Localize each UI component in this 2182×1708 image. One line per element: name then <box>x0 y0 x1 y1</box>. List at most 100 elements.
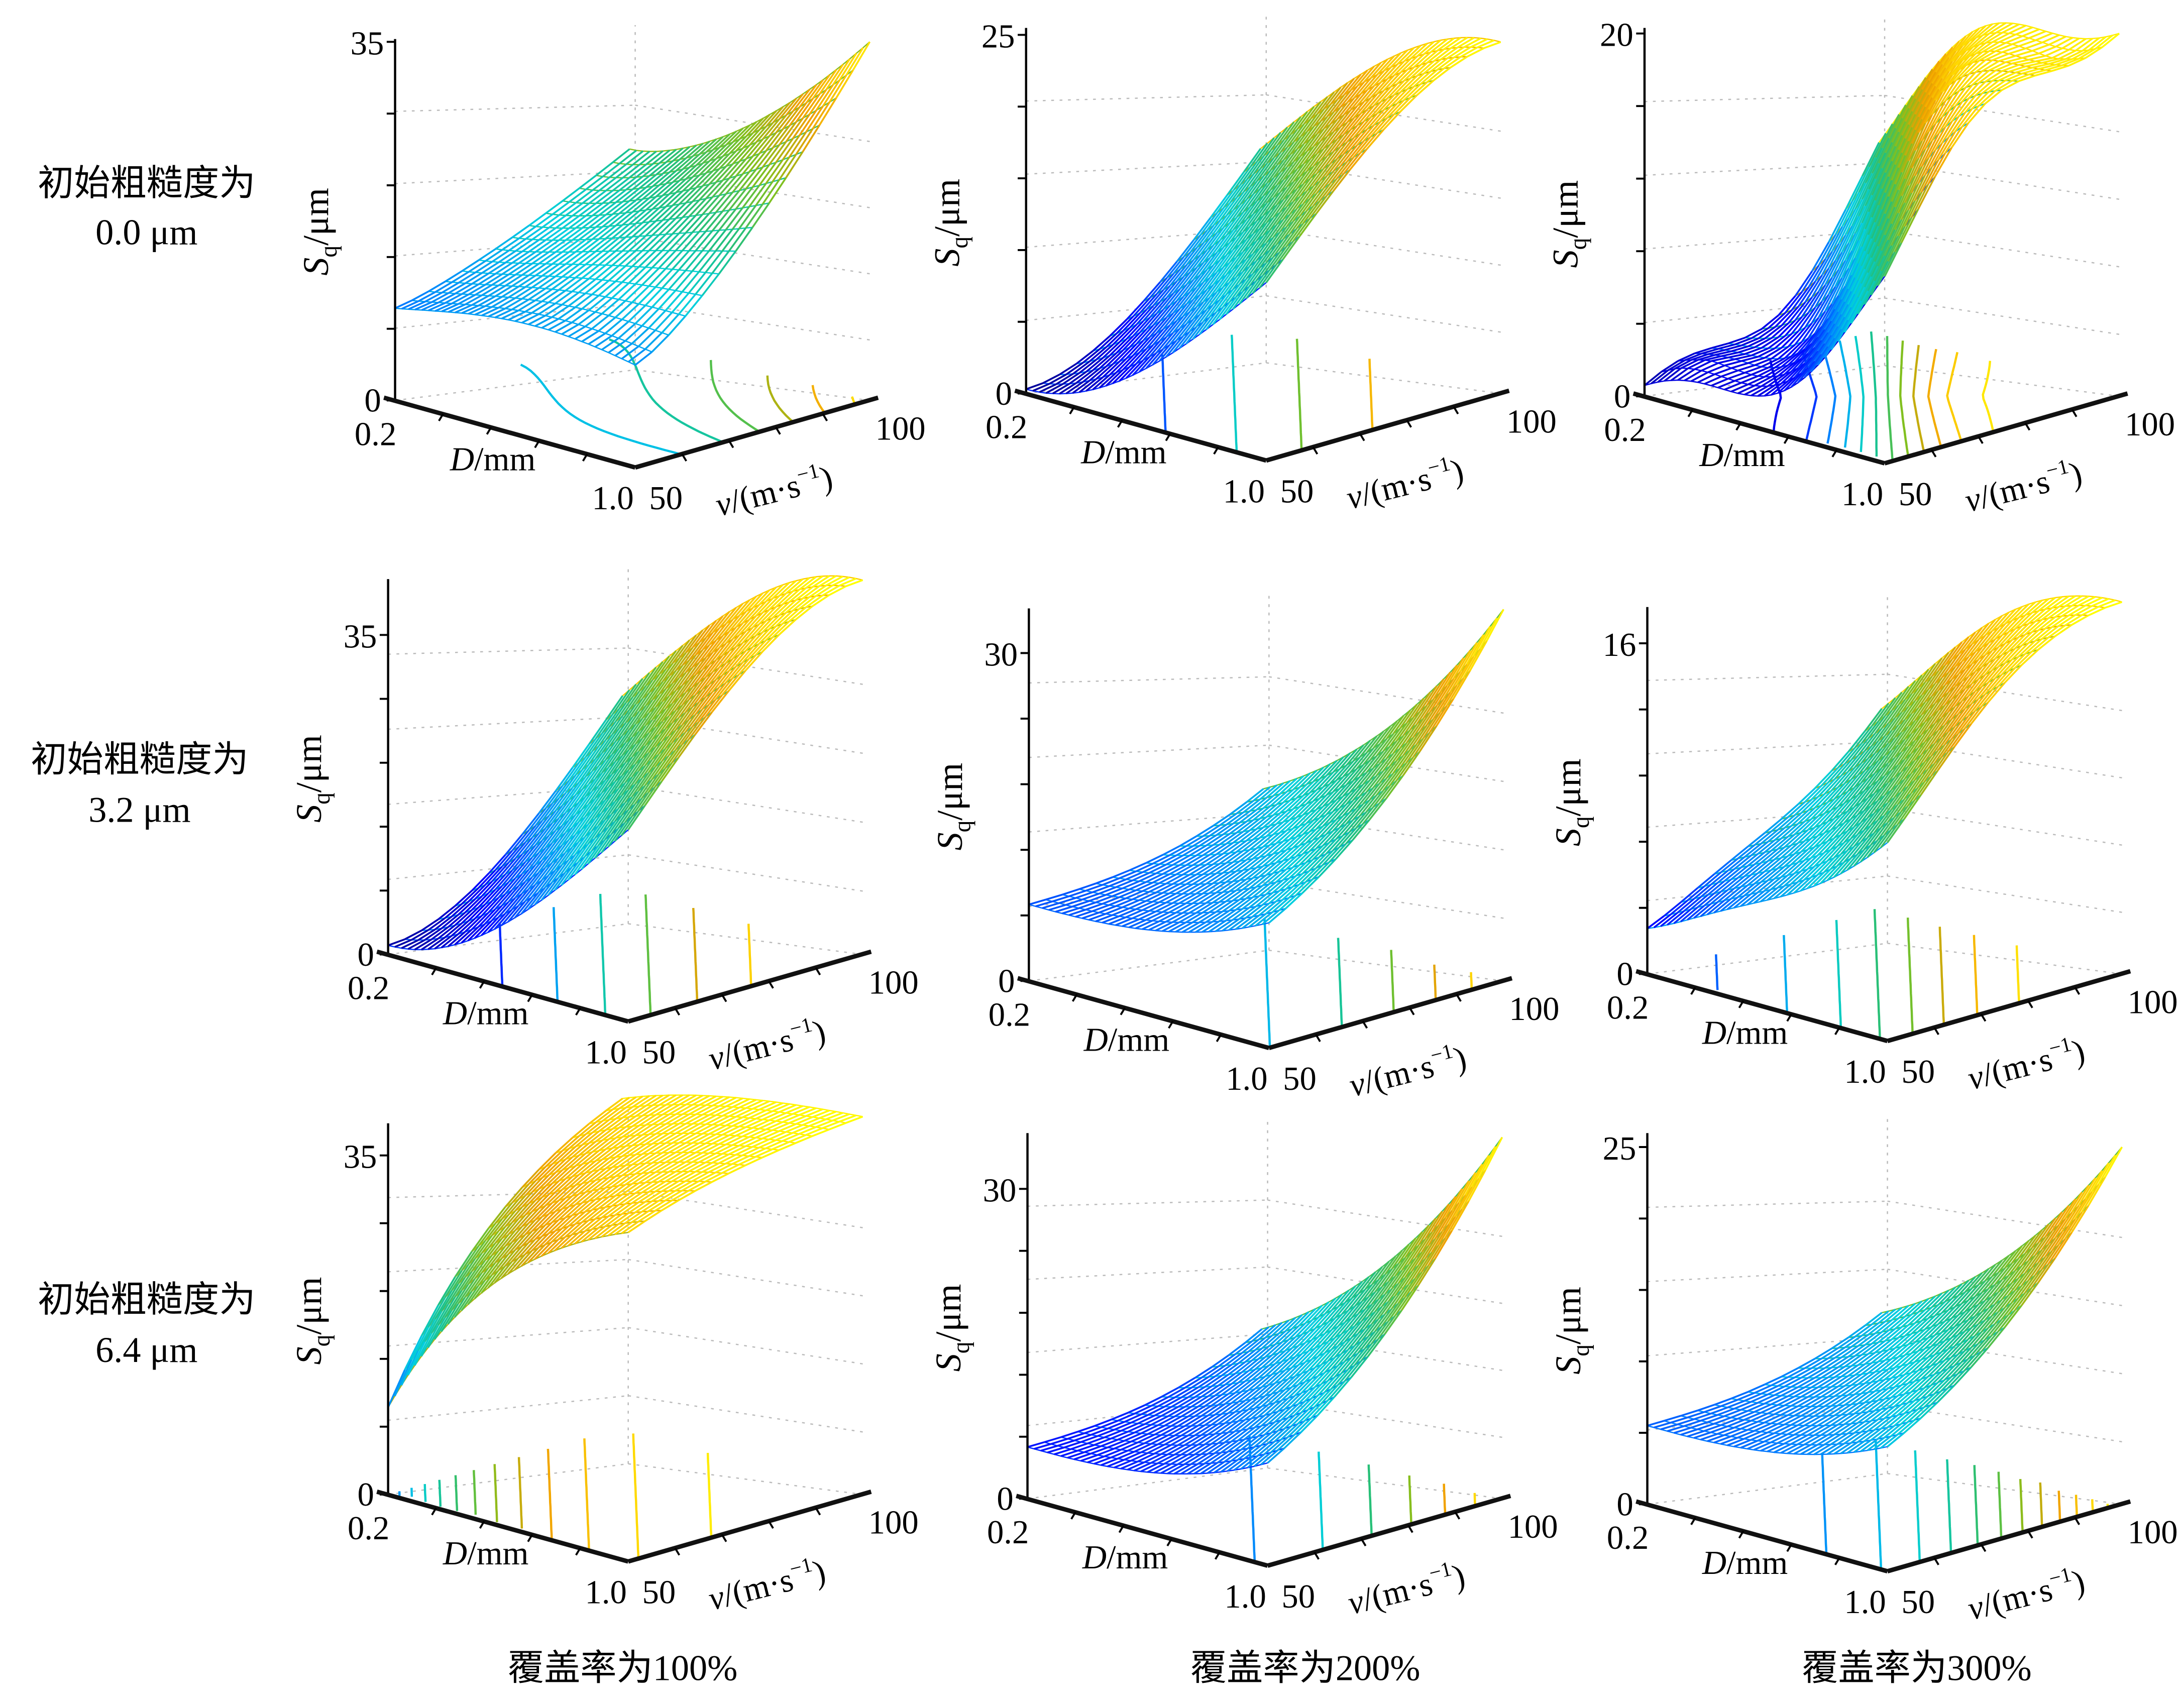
x-axis-label: D/mm <box>1699 437 1785 474</box>
surface-mesh-segment <box>474 920 492 939</box>
surface-mesh-segment <box>1938 65 1956 90</box>
surface-mesh-segment <box>1209 214 1228 239</box>
surface-mesh-segment <box>1234 1418 1252 1432</box>
surface-mesh-segment <box>481 877 499 897</box>
surface-mesh-segment <box>644 1190 663 1203</box>
surface-mesh-segment <box>1305 845 1324 863</box>
surface-mesh-segment <box>1282 195 1301 220</box>
surface-mesh-segment <box>1847 269 1866 305</box>
surface-mesh-segment <box>709 1105 727 1116</box>
surface-mesh-segment <box>818 97 837 126</box>
surface-mesh-segment <box>441 1283 459 1312</box>
surface-mesh-segment <box>1436 57 1455 71</box>
x-tick-label: 1.0 <box>1226 1061 1267 1097</box>
surface-mesh-segment <box>1381 1263 1400 1288</box>
surface-mesh-segment <box>1122 332 1141 351</box>
surface-mesh-segment <box>2102 33 2120 48</box>
surface-mesh-segment <box>651 715 670 741</box>
surface-mesh-segment <box>1296 781 1315 799</box>
surface-mesh-segment <box>1724 360 1742 367</box>
surface-mesh-segment <box>695 1143 713 1154</box>
surface-mesh-segment <box>1117 1413 1135 1422</box>
surface-mesh-segment <box>1747 832 1766 848</box>
surface-mesh-segment <box>1981 79 2000 94</box>
surface-mesh-segment <box>1283 1412 1302 1430</box>
surface-mesh-segment <box>1748 337 1766 348</box>
surface-mesh-segment <box>1764 324 1783 339</box>
surface-mesh-segment <box>631 1210 649 1223</box>
grid-line-floor <box>1029 949 1269 982</box>
contour-line <box>1715 954 1719 990</box>
surface-mesh-segment <box>555 239 573 253</box>
surface-mesh-segment <box>1994 620 2013 640</box>
y-axis-label: v/(m·s−1) <box>1345 1037 1470 1104</box>
surface-mesh-segment <box>561 323 579 335</box>
row-label-line2: 3.2 μm <box>88 790 190 830</box>
surface-mesh-segment <box>822 585 840 597</box>
surface-mesh-segment <box>1347 1348 1366 1370</box>
surface-mesh-segment <box>1995 62 2013 72</box>
surface-mesh-segment <box>778 154 797 180</box>
surface-mesh-segment <box>1275 886 1293 902</box>
surface-mesh-segment <box>735 186 753 210</box>
surface-mesh-segment <box>505 251 523 264</box>
surface-mesh-segment <box>1743 1431 1762 1440</box>
surface-mesh-segment <box>555 1195 573 1212</box>
surface-mesh-segment <box>1224 1410 1242 1424</box>
surface-mesh-segment <box>1299 212 1318 237</box>
surface-mesh-segment <box>1777 1434 1795 1444</box>
surface-mesh-segment <box>725 207 743 231</box>
surface-mesh-segment <box>1711 378 1728 387</box>
surface-mesh-segment <box>672 679 690 704</box>
surface-mesh-segment <box>1904 166 1923 203</box>
surface-mesh-segment <box>1784 1396 1802 1407</box>
surface-mesh-segment <box>641 234 660 252</box>
surface-mesh-segment <box>1820 1405 1838 1417</box>
surface-mesh-segment <box>544 304 563 317</box>
surface-mesh-segment <box>631 1191 649 1204</box>
surface-mesh-segment <box>1082 368 1101 383</box>
surface-mesh-segment <box>1401 1265 1420 1291</box>
surface-mesh-segment <box>594 814 613 839</box>
surface-mesh-segment <box>1957 691 1976 715</box>
surface-mesh-segment <box>1414 1251 1433 1279</box>
surface-mesh-segment <box>401 939 419 949</box>
surface-mesh-segment <box>1152 892 1170 903</box>
surface-mesh-segment <box>1059 382 1077 395</box>
surface-mesh-segment <box>1413 51 1432 68</box>
z-label-sub: q <box>947 237 973 249</box>
surface-mesh-segment <box>611 789 629 815</box>
y-tick-label: 100 <box>868 964 919 1001</box>
surface-mesh-segment <box>1316 791 1334 811</box>
surface-mesh-segment <box>611 1174 629 1188</box>
surface-mesh-segment <box>695 671 713 696</box>
surface-mesh-segment <box>554 847 573 871</box>
surface-mesh-segment <box>1888 121 1907 158</box>
surface-mesh-segment <box>1800 1386 1819 1398</box>
surface-mesh-segment <box>1107 1440 1125 1448</box>
surface-mesh-segment <box>1814 320 1832 348</box>
surface-mesh-segment <box>1219 813 1237 826</box>
surface-mesh-segment <box>597 821 616 846</box>
surface-mesh-segment <box>1854 745 1873 768</box>
z-tick-label: 35 <box>351 25 384 62</box>
surface-mesh-segment <box>1380 63 1398 83</box>
surface-mesh-segment <box>725 128 744 146</box>
surface-mesh-segment <box>2035 32 2053 41</box>
surface-mesh-segment <box>608 1165 626 1179</box>
surface-mesh-segment <box>672 250 690 270</box>
surface-mesh-segment <box>731 1155 749 1165</box>
surface-mesh-segment <box>732 1098 750 1108</box>
surface-mesh-segment <box>1947 689 1966 713</box>
surface-mesh-segment <box>575 238 593 253</box>
surface-mesh-segment <box>491 274 509 286</box>
surface-mesh-segment <box>410 1326 429 1360</box>
surface-mesh-segment <box>1840 794 1859 816</box>
surface-mesh-segment <box>1394 1250 1413 1277</box>
surface-mesh-segment <box>541 1200 560 1218</box>
surface-mesh-segment <box>1224 1391 1242 1405</box>
surface-mesh-segment <box>1843 283 1863 318</box>
surface-mesh-segment <box>685 1171 703 1182</box>
surface-mesh-segment <box>1747 1440 1765 1450</box>
surface-mesh-segment <box>527 1205 546 1224</box>
